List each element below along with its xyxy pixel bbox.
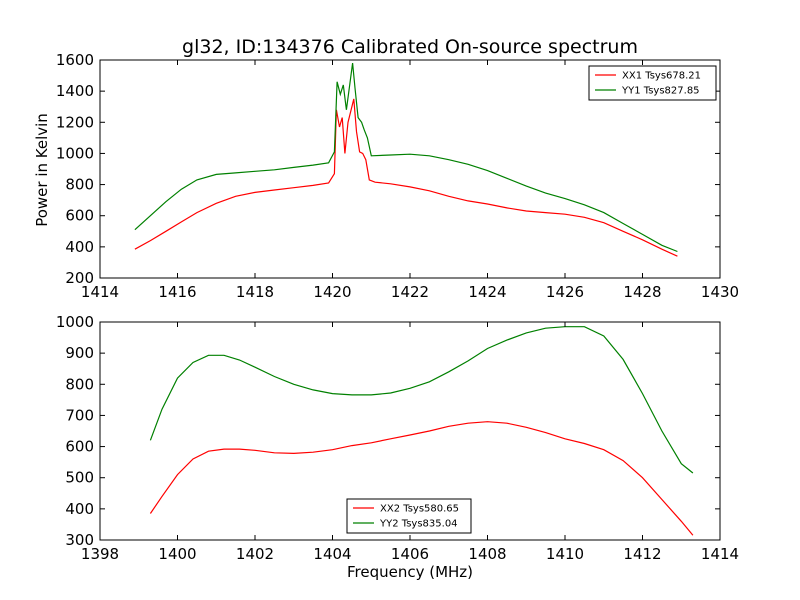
legend: XX2 Tsys580.65 YY2 Tsys835.04 (346, 498, 472, 534)
legend-box (588, 65, 717, 101)
legend-box (346, 498, 472, 534)
legend: XX1 Tsys678.21 YY1 Tsys827.85 (588, 65, 717, 101)
bottom-plot-area: 1398 1400 1402 1404 1406 1408 1410 1412 1414 300 4… (56, 313, 739, 563)
y-axis-label: Power in Kelvin (33, 113, 51, 227)
legend-label: XX1 Tsys678.21 (622, 71, 701, 82)
x-tick-label: 1424 (468, 283, 506, 301)
x-tick-label: 1430 (701, 283, 739, 301)
x-tick-label: 1426 (546, 283, 584, 301)
x-axis-label: Frequency (MHz) (347, 563, 473, 581)
legend-label: YY1 Tsys827.85 (621, 86, 700, 97)
x-tick-label: 1408 (468, 545, 506, 563)
series-line-0-1 (134, 63, 678, 253)
y-tick-label: 800 (65, 375, 94, 393)
legend-label: YY2 Tsys835.04 (379, 519, 458, 530)
y-tick-label: 700 (65, 406, 94, 424)
x-tick-label: 1398 (81, 545, 119, 563)
x-tick-label: 1420 (313, 283, 351, 301)
legend-label: XX2 Tsys580.65 (380, 504, 459, 515)
y-tick-label: 1000 (56, 144, 94, 162)
y-tick-label: 400 (65, 238, 94, 256)
x-tick-label: 1428 (623, 283, 661, 301)
y-tick-label: 500 (65, 469, 94, 487)
y-tick-label: 600 (65, 438, 94, 456)
x-tick-label: 1414 (81, 283, 119, 301)
y-tick-label: 1600 (56, 51, 94, 69)
x-tick-label: 1402 (236, 545, 274, 563)
x-tick-label: 1418 (236, 283, 274, 301)
top-plot-area: 1414 1416 1418 1420 1422 1424 1426 1428 1430 200 4… (56, 51, 739, 301)
y-tick-label: 1000 (56, 313, 94, 331)
y-tick-label: 300 (65, 531, 94, 549)
y-tick-label: 400 (65, 500, 94, 518)
x-tick-label: 1400 (158, 545, 196, 563)
y-tick-label: 800 (65, 176, 94, 194)
x-tick-label: 1406 (391, 545, 429, 563)
series-line-1-1 (149, 326, 694, 474)
x-tick-label: 1412 (623, 545, 661, 563)
y-tick-label: 1200 (56, 113, 94, 131)
bottom-panel: Frequency (MHz) 1398 1400 1402 1404 1406 1408… (56, 313, 739, 581)
x-tick-label: 1416 (158, 283, 196, 301)
y-tick-label: 1400 (56, 82, 94, 100)
y-tick-label: 900 (65, 344, 94, 362)
x-tick-label: 1404 (313, 545, 351, 563)
y-tick-label: 600 (65, 207, 94, 225)
series-line-1-0 (149, 421, 694, 536)
top-panel: gl32, ID:134376 Calibrated On-source spe… (33, 36, 739, 301)
x-tick-label: 1422 (391, 283, 429, 301)
x-tick-label: 1414 (701, 545, 739, 563)
y-tick-label: 200 (65, 269, 94, 287)
chart-title: gl32, ID:134376 Calibrated On-source spe… (182, 36, 638, 58)
x-tick-label: 1410 (546, 545, 584, 563)
series-line-0-0 (134, 98, 678, 257)
